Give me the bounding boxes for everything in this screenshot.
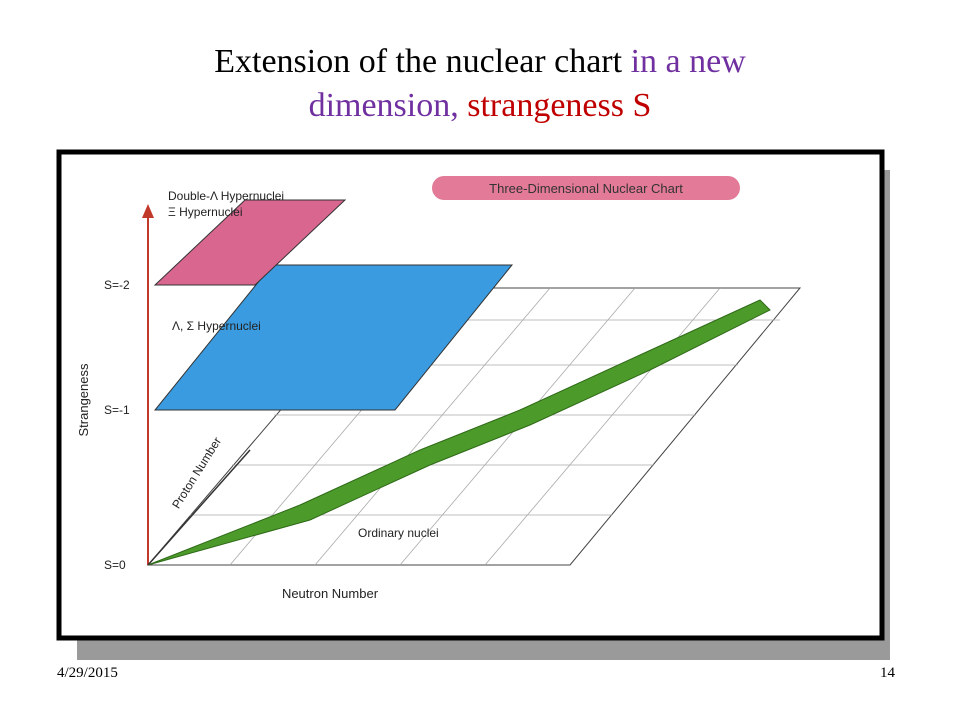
- banner: Three-Dimensional Nuclear Chart: [489, 181, 683, 196]
- title-text: dimension,: [308, 87, 459, 124]
- level-label: S=-1: [104, 403, 130, 417]
- axis-arrow: [142, 204, 154, 218]
- page-number: 14: [880, 665, 895, 681]
- title-text: Extension of the nuclear chart: [214, 43, 623, 80]
- plane-s2: [153, 199, 347, 286]
- title-text: strangeness S: [467, 87, 652, 124]
- plane-label: Λ, Σ Hypernuclei: [172, 319, 261, 333]
- level-label: S=-2: [104, 278, 130, 292]
- title-text: in a new: [630, 43, 746, 80]
- axis-label: Strangeness: [76, 363, 91, 436]
- slide-title: Extension of the nuclear chart in a new …: [0, 40, 960, 128]
- proton-axis-line: [147, 449, 251, 566]
- axis-label: Neutron Number: [282, 586, 379, 601]
- plane-s1: [153, 264, 514, 411]
- banner-pill: [432, 176, 740, 200]
- plane-label: Ξ Hypernuclei: [168, 205, 243, 219]
- plane-label: Ordinary nuclei: [358, 526, 439, 540]
- footer-date: 4/29/2015: [57, 665, 118, 681]
- level-label: S=0: [104, 558, 126, 572]
- stability-band: [147, 299, 771, 566]
- plane-label: Double-Λ Hypernuclei: [168, 189, 284, 203]
